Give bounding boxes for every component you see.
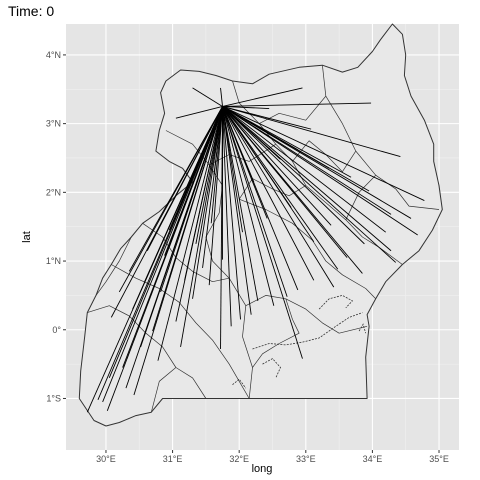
flow-segment bbox=[222, 106, 303, 359]
x-tick-label: 31°E bbox=[163, 454, 183, 464]
flow-segment bbox=[222, 106, 418, 236]
x-tick-label: 32°E bbox=[229, 454, 249, 464]
flow-segment bbox=[168, 106, 223, 231]
flow-segment bbox=[222, 106, 335, 288]
country-boundary bbox=[78, 23, 443, 427]
flow-segment bbox=[222, 102, 372, 107]
flow-segment bbox=[195, 106, 223, 244]
flow-segment bbox=[222, 106, 252, 315]
flow-segment bbox=[222, 106, 243, 233]
shoreline-segment bbox=[318, 294, 354, 310]
y-tick-label: 4°N bbox=[46, 50, 61, 60]
flow-segment bbox=[157, 106, 223, 361]
flow-segment bbox=[222, 106, 270, 109]
flow-segment bbox=[222, 87, 303, 107]
flow-segment bbox=[102, 106, 223, 403]
flow-segment bbox=[222, 106, 339, 270]
flow-segment bbox=[186, 106, 223, 212]
flow-segment bbox=[192, 87, 223, 107]
x-axis-ticks: 30°E 31°E 32°E 33°E 34°E 35°E bbox=[96, 450, 449, 464]
x-tick-label: 33°E bbox=[296, 454, 316, 464]
district-border bbox=[95, 236, 132, 296]
x-tick-label: 30°E bbox=[96, 454, 116, 464]
flow-segment bbox=[222, 106, 315, 281]
flow-segment bbox=[180, 106, 223, 348]
flow-segment bbox=[210, 106, 223, 224]
district-border bbox=[322, 65, 440, 210]
y-axis-ticks: 1°S 0° 1°N 2°N 3°N 4°N bbox=[46, 50, 66, 403]
y-tick-label: 0° bbox=[52, 325, 61, 335]
flow-segment bbox=[222, 106, 401, 158]
flow-segment bbox=[213, 106, 223, 176]
flow-segment bbox=[222, 106, 425, 201]
lake-shoreline bbox=[232, 294, 367, 389]
flow-segment bbox=[222, 106, 352, 178]
flow-segment bbox=[222, 106, 387, 233]
y-tick-label: 1°S bbox=[46, 393, 61, 403]
flow-segments bbox=[86, 87, 425, 413]
flow-segment bbox=[222, 106, 392, 252]
flow-segment bbox=[175, 106, 223, 119]
flow-segment bbox=[110, 106, 223, 318]
flow-segment bbox=[175, 106, 223, 322]
uganda-outline bbox=[78, 23, 443, 427]
district-border bbox=[150, 367, 177, 413]
shoreline-segment bbox=[252, 312, 363, 350]
flow-segment bbox=[222, 106, 363, 274]
shoreline-segment bbox=[232, 378, 247, 389]
flow-segment bbox=[222, 106, 292, 208]
district-border bbox=[111, 264, 250, 399]
flow-segment bbox=[222, 106, 299, 151]
district-border bbox=[252, 298, 300, 368]
district-border bbox=[239, 198, 376, 300]
flow-segment bbox=[220, 87, 223, 107]
flow-segment bbox=[222, 106, 412, 219]
shoreline-segment bbox=[358, 323, 367, 334]
flow-segment bbox=[222, 106, 232, 327]
y-tick-label: 1°N bbox=[46, 256, 61, 266]
x-tick-label: 35°E bbox=[429, 454, 449, 464]
flow-segment bbox=[222, 106, 365, 245]
flow-segment bbox=[222, 106, 281, 160]
y-tick-label: 3°N bbox=[46, 119, 61, 129]
flow-segment bbox=[106, 106, 223, 411]
flow-segment bbox=[222, 106, 332, 226]
x-axis-title: long bbox=[252, 463, 273, 475]
y-axis-title: lat bbox=[21, 231, 33, 243]
chart-title: Time: 0 bbox=[8, 3, 54, 19]
flow-segment bbox=[222, 106, 259, 301]
district-border bbox=[142, 223, 230, 283]
flow-segment bbox=[222, 106, 255, 183]
flow-segment bbox=[222, 106, 241, 320]
flow-segment bbox=[118, 106, 223, 293]
flow-segment bbox=[208, 106, 223, 286]
flow-segment bbox=[133, 106, 223, 396]
district-border bbox=[345, 174, 376, 220]
district-border bbox=[245, 295, 368, 334]
x-tick-label: 34°E bbox=[363, 454, 383, 464]
district-border bbox=[165, 130, 253, 399]
district-borders bbox=[87, 65, 440, 413]
y-tick-label: 2°N bbox=[46, 187, 61, 197]
flow-segment bbox=[222, 106, 288, 297]
flow-segment bbox=[192, 106, 223, 299]
shoreline-segment bbox=[262, 358, 281, 379]
district-border bbox=[87, 305, 207, 399]
flow-segment bbox=[222, 106, 275, 306]
